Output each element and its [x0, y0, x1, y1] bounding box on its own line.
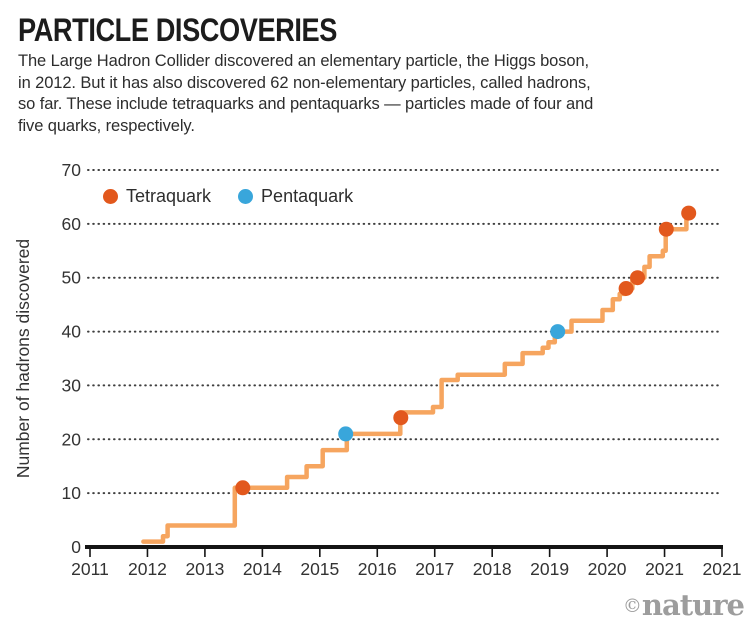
svg-text:40: 40: [62, 322, 82, 342]
svg-text:2016: 2016: [358, 559, 397, 579]
svg-text:10: 10: [62, 483, 82, 503]
svg-text:2020: 2020: [588, 559, 627, 579]
svg-text:2011: 2011: [71, 559, 109, 579]
svg-text:2018: 2018: [473, 559, 512, 579]
svg-text:50: 50: [62, 268, 82, 288]
discoveries-step-line: [141, 210, 691, 544]
svg-text:30: 30: [62, 375, 82, 395]
svg-text:60: 60: [62, 214, 82, 234]
pentaquark-marker: [338, 426, 354, 442]
svg-text:0: 0: [71, 537, 81, 557]
tetraquark-marker: [630, 270, 645, 286]
tetraquark-marker: [235, 480, 251, 496]
svg-text:2014: 2014: [243, 559, 282, 579]
tetraquark-marker-icon: [103, 189, 118, 204]
svg-text:2013: 2013: [185, 559, 224, 579]
chart-subtitle: The Large Hadron Collider discovered an …: [18, 52, 594, 135]
tetraquark-marker: [658, 221, 674, 237]
svg-text:2021: 2021: [703, 559, 742, 579]
svg-text:20: 20: [62, 429, 82, 449]
legend-label-tetraquark: Tetraquark: [126, 186, 212, 206]
tetraquark-marker: [681, 205, 697, 221]
legend-item-tetraquark: Tetraquark: [103, 186, 211, 207]
pentaquark-marker-icon: [238, 189, 254, 204]
svg-text:2017: 2017: [415, 559, 454, 579]
legend-label-pentaquark: Pentaquark: [261, 186, 354, 206]
nature-logotype: nature: [641, 588, 745, 622]
copyright-symbol: ©: [622, 595, 642, 617]
legend-item-pentaquark: Pentaquark: [238, 186, 353, 207]
svg-text:2012: 2012: [128, 559, 167, 579]
page-title: PARTICLE DISCOVERIES: [18, 12, 337, 48]
svg-text:70: 70: [62, 160, 82, 180]
svg-text:2015: 2015: [300, 559, 339, 579]
chart-legend: Tetraquark Pentaquark: [103, 186, 353, 207]
nature-credit: ©nature: [622, 588, 745, 622]
svg-text:2019: 2019: [530, 559, 569, 579]
tetraquark-marker: [393, 410, 409, 426]
y-axis-label: Number of hadrons discovered: [13, 239, 33, 478]
tetraquark-marker: [618, 281, 634, 296]
svg-text:2021: 2021: [645, 559, 684, 579]
pentaquark-marker: [550, 324, 566, 340]
